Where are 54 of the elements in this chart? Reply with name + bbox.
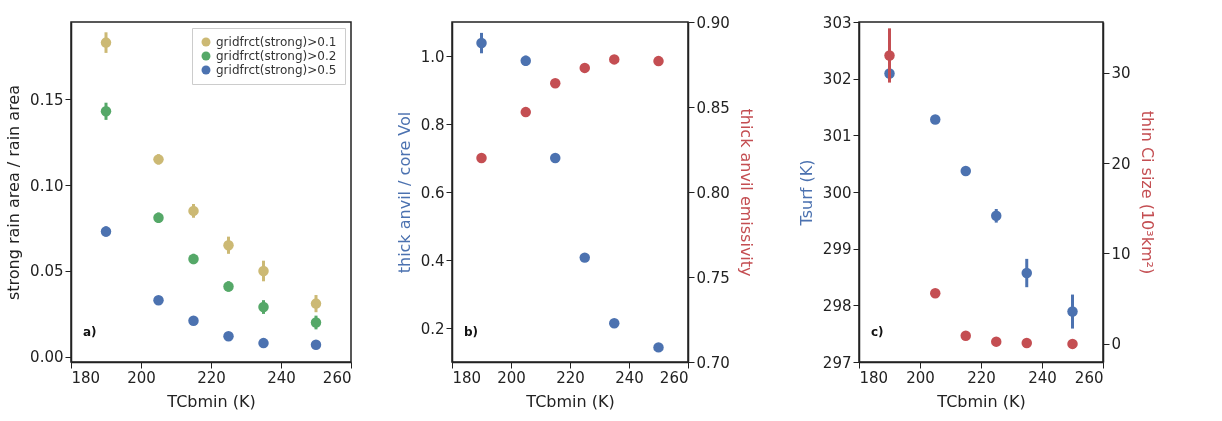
x-tick-label: 180: [859, 368, 889, 387]
y2-tick-label: 10: [1111, 244, 1131, 263]
x-tick-label: 220: [967, 368, 996, 387]
x-tick-label: 260: [659, 368, 689, 387]
y2-tick-label: 0.85: [696, 98, 730, 117]
x-tick-label: 260: [322, 368, 352, 387]
x-tick-label: 220: [197, 368, 226, 387]
y2-axis-title: thin Ci size (10³km²): [1137, 110, 1157, 275]
y2-axis-title: thick anvil emissivity: [736, 108, 756, 277]
x-tick-label: 200: [906, 368, 935, 387]
y-tick-label: 1.0: [420, 47, 445, 66]
x-axis-title: TCbmin (K): [936, 391, 1026, 411]
x-tick-label: 180: [452, 368, 482, 387]
legend-label: gridfrct(strong)>0.2: [216, 49, 337, 63]
y2-tick-label: 30: [1111, 64, 1131, 83]
y-axis-title: thick anvil / core Vol: [394, 111, 414, 274]
y-tick-label: 303: [822, 13, 852, 32]
y-tick-label: 301: [822, 126, 852, 145]
x-tick-label: 200: [497, 368, 526, 387]
y-axis-title: strong rain area / rain area: [4, 84, 24, 301]
y-tick-label: 297: [822, 353, 852, 372]
y2-tick-label: 20: [1111, 154, 1131, 173]
y-tick-label: 0.6: [420, 183, 445, 202]
x-tick-label: 180: [71, 368, 101, 387]
y2-tick-label: 0.90: [696, 13, 730, 32]
y-tick-label: 0.15: [30, 90, 64, 109]
y-tick-label: 0.4: [420, 251, 445, 270]
legend-label: gridfrct(strong)>0.1: [216, 35, 337, 49]
x-tick-label: 260: [1074, 368, 1104, 387]
x-tick-label: 240: [615, 368, 644, 387]
annotation: b): [464, 325, 479, 339]
x-axis-title: TCbmin (K): [525, 391, 615, 411]
x-tick-label: 240: [1028, 368, 1057, 387]
y-tick-label: 0.10: [30, 176, 64, 195]
y-tick-label: 0.05: [30, 262, 64, 281]
y2-tick-label: 0: [1111, 335, 1122, 354]
x-axis-title: TCbmin (K): [166, 391, 256, 411]
y-axis-title: Tsurf (K): [796, 159, 816, 227]
y-tick-label: 298: [822, 296, 852, 315]
y-tick-label: 0.00: [30, 348, 64, 367]
y-tick-label: 300: [822, 183, 852, 202]
y-tick-label: 0.2: [420, 319, 445, 338]
y-tick-label: 0.8: [420, 115, 445, 134]
x-tick-label: 220: [556, 368, 585, 387]
x-tick-label: 240: [267, 368, 296, 387]
y2-tick-label: 0.70: [696, 353, 730, 372]
y2-tick-label: 0.75: [696, 268, 730, 287]
legend-label: gridfrct(strong)>0.5: [216, 63, 337, 77]
y-tick-label: 302: [822, 70, 852, 89]
x-tick-label: 200: [127, 368, 156, 387]
y2-tick-label: 0.80: [696, 183, 730, 202]
y-tick-label: 299: [822, 240, 852, 259]
annotation: c): [871, 325, 884, 339]
annotation: a): [83, 325, 97, 339]
